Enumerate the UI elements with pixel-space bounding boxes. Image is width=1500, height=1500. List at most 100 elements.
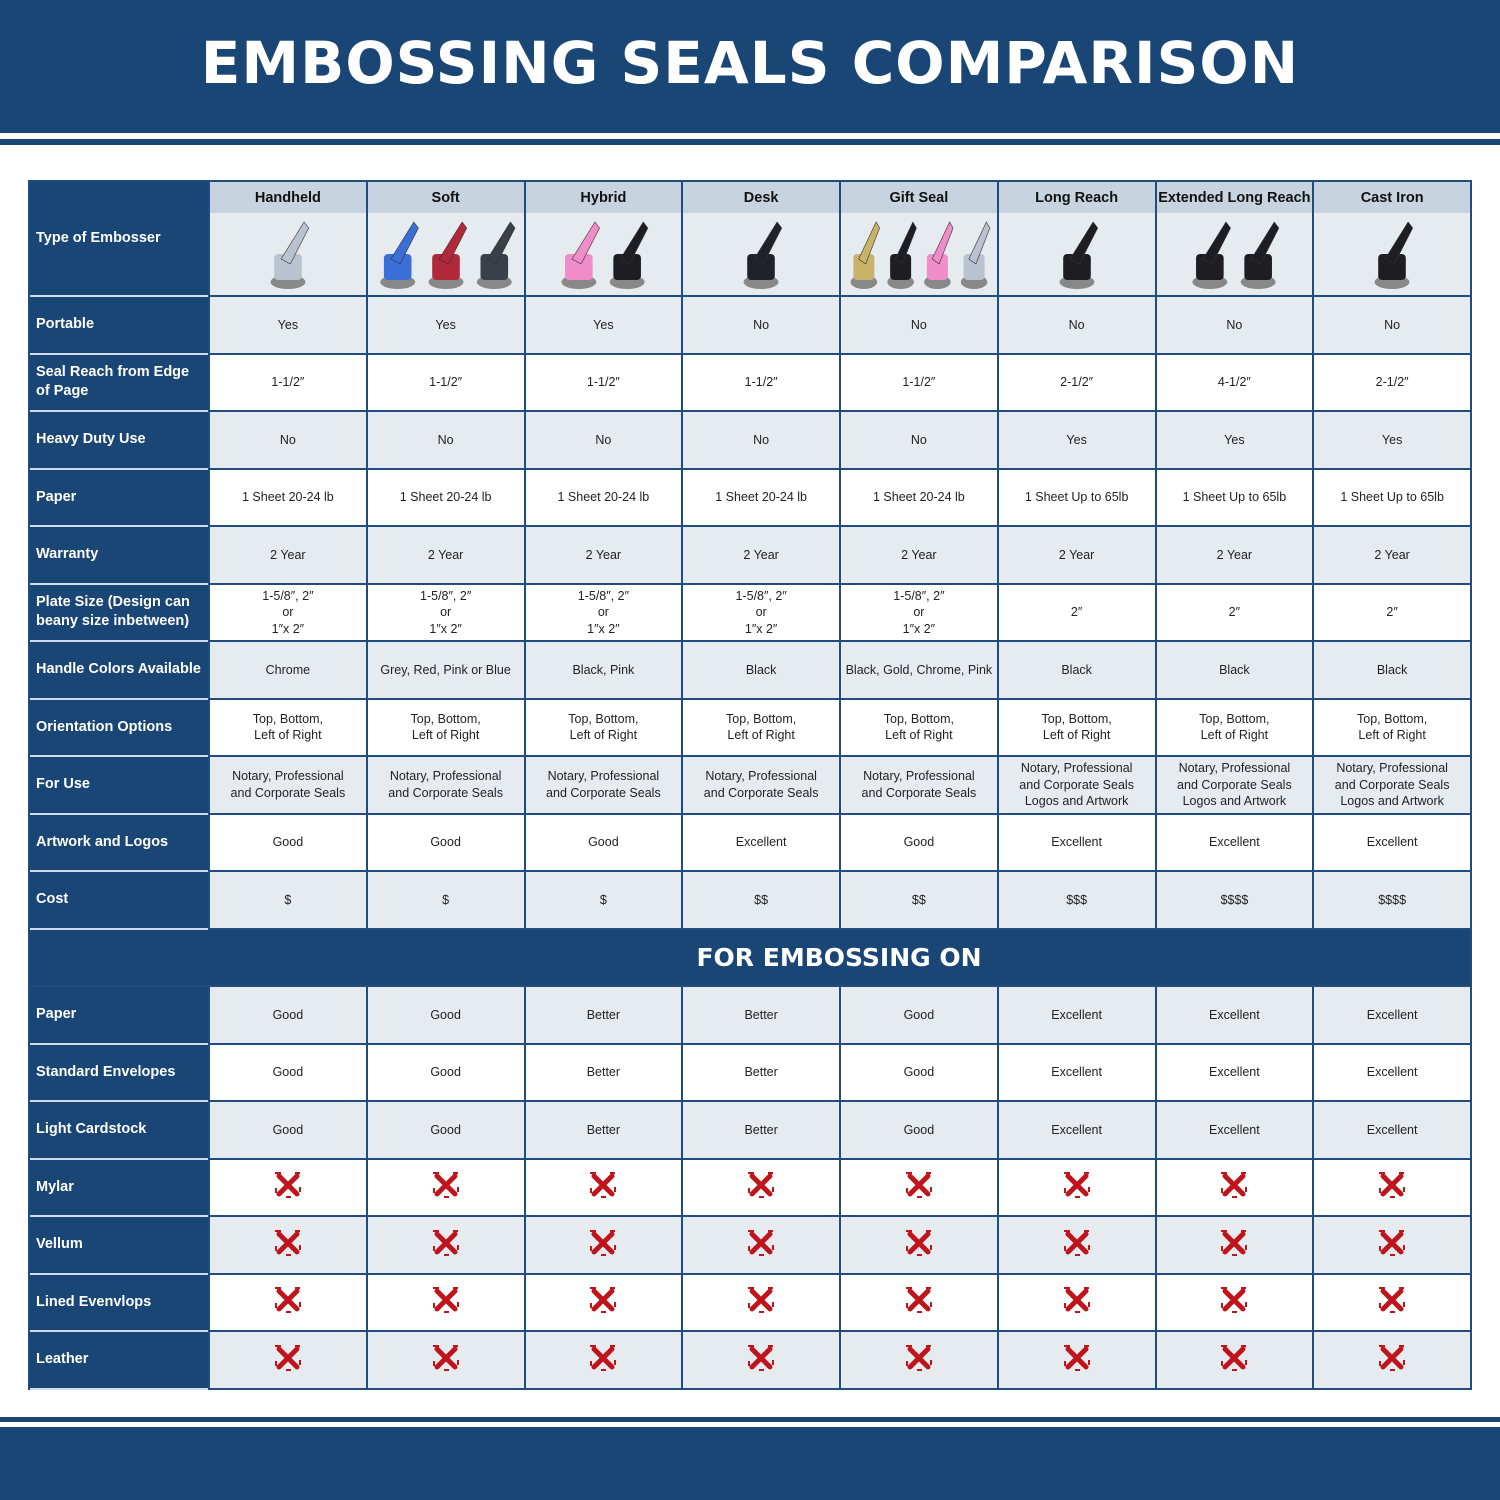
column-name: Hybrid bbox=[525, 182, 682, 213]
cell-text: Better bbox=[586, 1065, 621, 1079]
cell-text: 1-5/8″, 2″ bbox=[420, 588, 472, 603]
cell-text: Good bbox=[903, 1122, 935, 1137]
red-x-icon bbox=[748, 1344, 775, 1376]
red-x-icon bbox=[432, 1344, 459, 1376]
cell-text: or bbox=[755, 605, 767, 619]
cell-text: Yes bbox=[1066, 432, 1087, 447]
cell-text: Yes bbox=[1224, 432, 1245, 447]
table-cell bbox=[1156, 1332, 1313, 1388]
table-cell bbox=[1314, 1159, 1470, 1215]
table-cell: Yes bbox=[1314, 412, 1470, 468]
row-label: Lined Evenvlops bbox=[30, 1274, 208, 1330]
row-label: Paper bbox=[30, 987, 208, 1043]
table-cell: Excellent bbox=[1314, 987, 1470, 1043]
cell-value: Top, Bottom, Left of Right bbox=[1199, 711, 1269, 744]
table-cell: Good bbox=[210, 814, 366, 870]
table-cell: Black bbox=[1156, 642, 1313, 698]
table-cell: 1 Sheet Up to 65lb bbox=[998, 469, 1155, 525]
table-cell bbox=[1314, 1217, 1470, 1273]
cell-value: Notary, Professional and Corporate Seals bbox=[231, 768, 346, 801]
cell-text: and Corporate Seals bbox=[1334, 777, 1450, 792]
table-cell bbox=[525, 1274, 682, 1330]
cell-text: Better bbox=[744, 1122, 778, 1137]
cell-text: 2 Year bbox=[901, 547, 937, 562]
table-cell: 2 Year bbox=[210, 527, 366, 583]
table-cell bbox=[1156, 1159, 1313, 1215]
cell-text: and Corporate Seals bbox=[230, 785, 346, 800]
table-cell: 1-1/2″ bbox=[683, 354, 839, 410]
cell-text: 1″x 2″ bbox=[587, 621, 620, 636]
cell-text: Top, Bottom, bbox=[1357, 711, 1428, 726]
cell-text: Top, Bottom, bbox=[726, 711, 797, 726]
cell-text: $$$ bbox=[1066, 892, 1088, 907]
cell-text: Left of Right bbox=[727, 728, 795, 743]
cell-text: Left of Right bbox=[569, 728, 638, 743]
cell-value: 1-5/8″, 2″ or 1″x 2″ bbox=[736, 588, 787, 638]
table-cell bbox=[210, 1274, 366, 1330]
cell-text: Notary, Professional bbox=[1336, 761, 1448, 775]
table-cell: Notary, Professional and Corporate Seals L… bbox=[1314, 757, 1470, 813]
table-cell: 1-5/8″, 2″ or 1″x 2″ bbox=[367, 584, 524, 640]
table-cell: $ bbox=[210, 872, 366, 928]
table-cell: $$$$ bbox=[1156, 872, 1313, 928]
table-cell: 1-5/8″, 2″ or 1″x 2″ bbox=[525, 584, 682, 640]
table-cell: 2 Year bbox=[998, 527, 1155, 583]
red-x-icon bbox=[905, 1229, 932, 1261]
red-x-icon bbox=[590, 1287, 617, 1318]
cell-text: 1 Sheet Up to 65lb bbox=[1182, 490, 1287, 504]
table-cell: Black bbox=[683, 642, 839, 698]
table-cell: 1-5/8″, 2″ or 1″x 2″ bbox=[683, 584, 839, 640]
table-cell: 1-1/2″ bbox=[841, 354, 997, 410]
cell-text: Notary, Professional bbox=[1178, 761, 1291, 775]
column-header: Gift Seal bbox=[841, 182, 997, 295]
table-cell: Good bbox=[210, 1102, 366, 1158]
table-cell: Notary, Professional and Corporate Seals bbox=[683, 757, 839, 813]
table-cell: Black bbox=[998, 642, 1155, 698]
cell-text: 1″x 2″ bbox=[271, 621, 305, 636]
cell-text: 1 Sheet 20-24 lb bbox=[557, 490, 650, 504]
table-cell: Yes bbox=[998, 412, 1155, 468]
cell-text: Left of Right bbox=[254, 728, 322, 743]
row-label: Warranty bbox=[30, 527, 208, 583]
cell-text: Good bbox=[272, 835, 304, 849]
table-cell: No bbox=[683, 412, 839, 468]
table-cell: Notary, Professional and Corporate Seals bbox=[367, 757, 524, 813]
cell-text: No bbox=[910, 317, 927, 332]
cell-text: Better bbox=[744, 1065, 778, 1079]
table-cell: Good bbox=[525, 814, 682, 870]
table-cell bbox=[841, 1274, 997, 1330]
cell-text: 1-1/2″ bbox=[429, 375, 463, 389]
table-cell: No bbox=[1314, 297, 1470, 353]
table-cell: Good bbox=[210, 987, 366, 1043]
table-cell: 2 Year bbox=[841, 527, 997, 583]
section-title: FOR EMBOSSING ON bbox=[30, 929, 1470, 985]
table-cell: Good bbox=[210, 1044, 366, 1100]
cell-text: Top, Bottom, bbox=[252, 711, 323, 726]
cell-text: $ bbox=[284, 892, 292, 907]
cell-text: and Corporate Seals bbox=[861, 785, 977, 800]
cell-text: Left of Right bbox=[885, 728, 953, 743]
red-x-icon bbox=[1221, 1229, 1248, 1261]
cell-text: 1″x 2″ bbox=[902, 621, 936, 636]
table-cell bbox=[367, 1274, 524, 1330]
column-header: Hybrid bbox=[525, 182, 682, 295]
cell-text: Good bbox=[903, 835, 935, 849]
cell-text: Top, Bottom, bbox=[1199, 711, 1270, 726]
table-cell: 1-5/8″, 2″ or 1″x 2″ bbox=[841, 584, 997, 640]
table-cell: Notary, Professional and Corporate Seals bbox=[841, 757, 997, 813]
table-cell: Top, Bottom, Left of Right bbox=[367, 699, 524, 755]
cell-value: Top, Bottom, Left of Right bbox=[253, 711, 323, 744]
cell-text: Black, Pink bbox=[572, 662, 635, 677]
red-x-icon bbox=[274, 1172, 301, 1203]
cell-text: 2 Year bbox=[427, 547, 464, 562]
table-cell: No bbox=[367, 412, 524, 468]
red-x-icon bbox=[748, 1287, 775, 1318]
cell-text: Excellent bbox=[1051, 1122, 1102, 1137]
cell-text: Notary, Professional bbox=[232, 769, 344, 784]
column-name: Gift Seal bbox=[841, 182, 997, 213]
table-cell: Excellent bbox=[1314, 814, 1470, 870]
cell-text: $$ bbox=[911, 892, 926, 907]
cell-text: Excellent bbox=[1209, 1007, 1260, 1022]
row-label: Cost bbox=[30, 872, 208, 928]
table-cell: Notary, Professional and Corporate Seals bbox=[525, 757, 682, 813]
